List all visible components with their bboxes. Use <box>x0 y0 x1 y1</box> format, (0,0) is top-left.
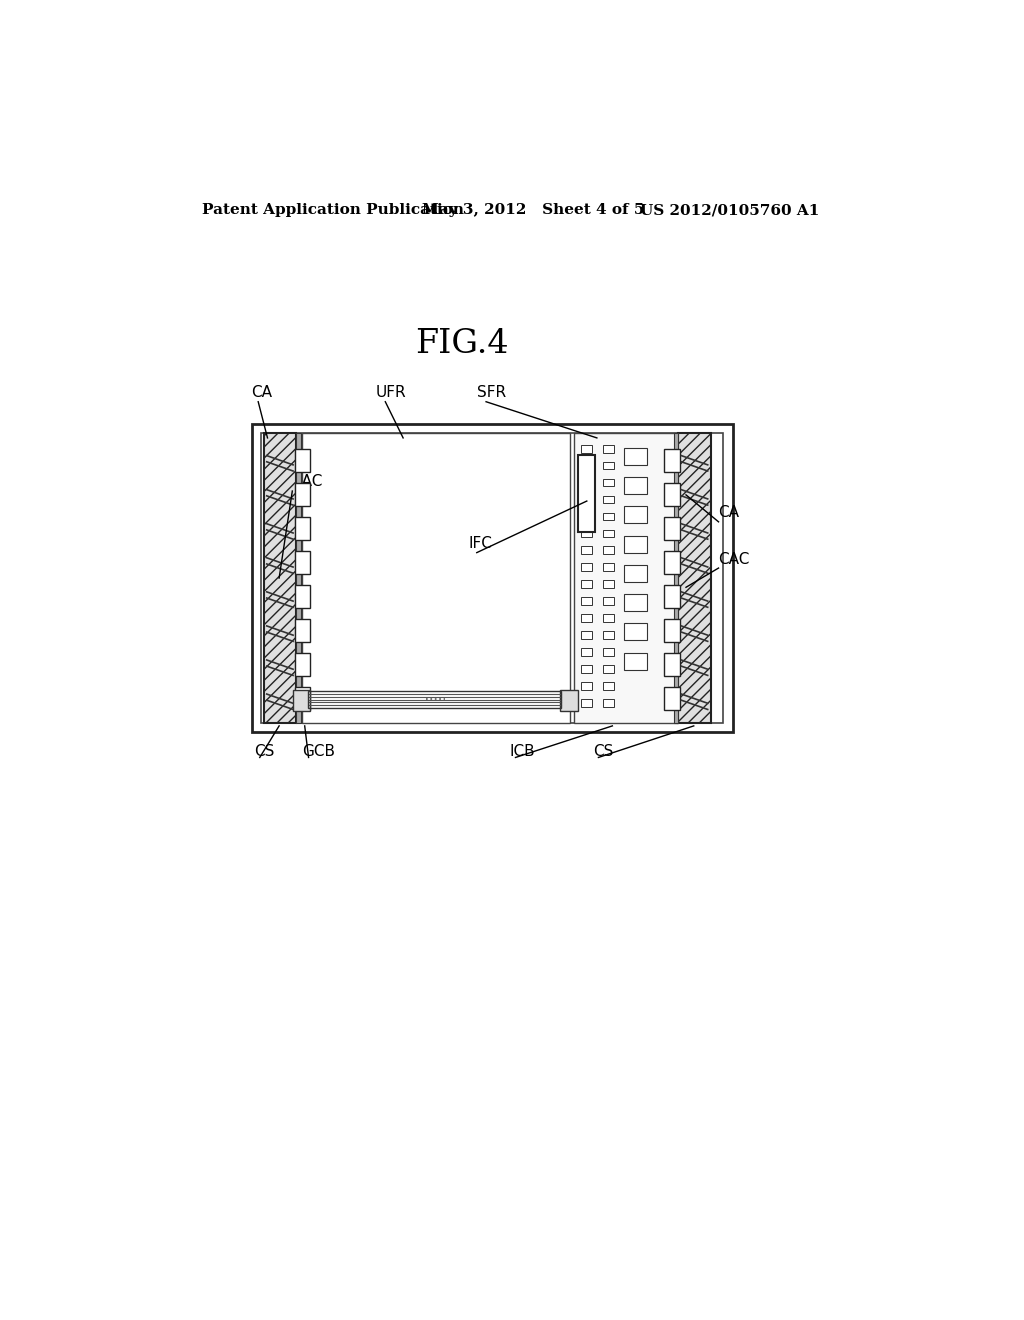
Bar <box>665 653 680 676</box>
Bar <box>665 449 680 471</box>
Bar <box>665 550 680 574</box>
Bar <box>665 688 680 710</box>
Text: FIG.4: FIG.4 <box>415 327 508 360</box>
Text: GCB: GCB <box>302 744 336 759</box>
Bar <box>295 550 310 574</box>
Bar <box>582 648 592 656</box>
Bar <box>624 536 647 553</box>
Bar <box>582 700 592 706</box>
Bar <box>582 462 592 470</box>
Text: CAC: CAC <box>719 552 750 566</box>
Bar <box>665 619 680 642</box>
Bar <box>603 665 614 673</box>
Bar <box>603 581 614 589</box>
Bar <box>573 433 678 723</box>
Text: IFC: IFC <box>469 536 493 552</box>
Text: CA: CA <box>251 385 272 400</box>
Bar <box>603 631 614 639</box>
Bar <box>603 682 614 689</box>
Bar <box>582 597 592 605</box>
Bar <box>603 648 614 656</box>
Bar <box>302 433 569 723</box>
Text: ICB: ICB <box>509 744 535 759</box>
Bar <box>624 653 647 669</box>
Bar <box>295 517 310 540</box>
Text: CAC: CAC <box>291 474 323 490</box>
Bar <box>582 479 592 487</box>
Bar <box>603 512 614 520</box>
Bar <box>295 449 310 471</box>
Text: Patent Application Publication: Patent Application Publication <box>202 203 464 216</box>
Bar <box>674 433 678 723</box>
Bar <box>261 433 723 723</box>
Bar <box>678 433 711 723</box>
Bar <box>665 517 680 540</box>
Bar <box>295 653 310 676</box>
Text: SFR: SFR <box>477 385 506 400</box>
Bar <box>582 682 592 689</box>
Bar <box>624 594 647 611</box>
Bar <box>295 585 310 609</box>
Bar <box>582 564 592 572</box>
Bar <box>665 483 680 506</box>
Bar <box>603 462 614 470</box>
Bar <box>295 619 310 642</box>
Bar <box>665 585 680 609</box>
Bar <box>582 546 592 554</box>
Text: US 2012/0105760 A1: US 2012/0105760 A1 <box>640 203 819 216</box>
Bar <box>579 455 595 532</box>
Bar <box>296 433 301 723</box>
Bar <box>582 529 592 537</box>
Bar <box>603 445 614 453</box>
Text: May 3, 2012   Sheet 4 of 5: May 3, 2012 Sheet 4 of 5 <box>423 203 645 216</box>
Bar <box>624 565 647 582</box>
Bar <box>295 688 310 710</box>
Bar <box>624 507 647 524</box>
Bar <box>293 689 310 711</box>
Bar <box>624 623 647 640</box>
Bar <box>295 483 310 506</box>
Bar <box>582 496 592 503</box>
Bar <box>308 692 561 708</box>
Bar <box>603 564 614 572</box>
Bar <box>582 581 592 589</box>
Bar <box>624 478 647 494</box>
Bar <box>603 546 614 554</box>
Bar <box>603 614 614 622</box>
Text: CA: CA <box>719 506 739 520</box>
Bar <box>603 529 614 537</box>
Bar <box>624 447 647 465</box>
Bar <box>582 445 592 453</box>
Bar <box>582 614 592 622</box>
Bar <box>582 665 592 673</box>
Bar <box>582 631 592 639</box>
Bar <box>603 479 614 487</box>
Text: CS: CS <box>254 744 274 759</box>
Bar <box>603 597 614 605</box>
Bar <box>252 424 732 733</box>
Bar <box>603 496 614 503</box>
Bar <box>582 512 592 520</box>
Text: CS: CS <box>593 744 613 759</box>
Bar <box>603 700 614 706</box>
Text: UFR: UFR <box>376 385 407 400</box>
Bar <box>560 689 578 711</box>
Bar <box>263 433 296 723</box>
